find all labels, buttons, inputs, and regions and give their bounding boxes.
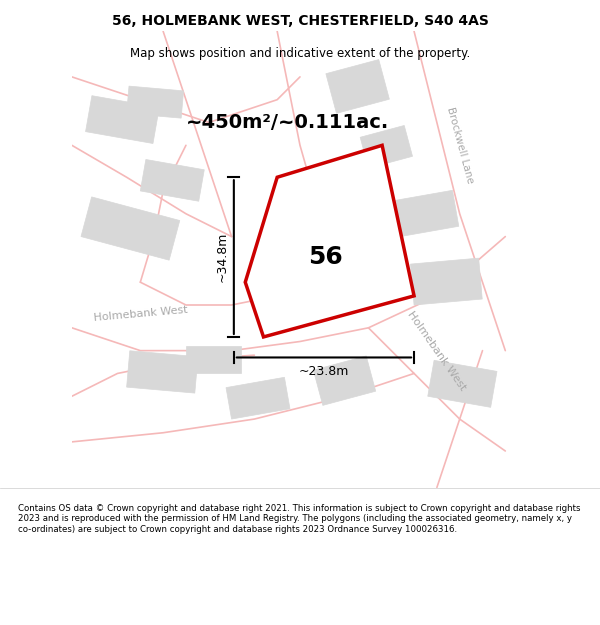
Bar [410,258,482,305]
Bar [313,356,376,406]
Text: Contains OS data © Crown copyright and database right 2021. This information is : Contains OS data © Crown copyright and d… [18,504,581,534]
Bar [394,191,459,236]
Text: ~34.8m: ~34.8m [216,232,229,282]
Text: Holmebank West: Holmebank West [406,309,468,392]
Bar [127,351,198,393]
Text: Holmebank West: Holmebank West [93,305,188,323]
Bar [186,346,241,373]
Text: 56, HOLMEBANK WEST, CHESTERFIELD, S40 4AS: 56, HOLMEBANK WEST, CHESTERFIELD, S40 4A… [112,14,488,28]
Bar [428,360,497,408]
Text: ~23.8m: ~23.8m [299,364,349,378]
Bar [140,159,204,201]
Bar [326,59,389,113]
Text: 56: 56 [308,244,343,269]
Polygon shape [282,214,382,305]
Bar [226,378,290,419]
Bar [127,86,184,118]
Bar [360,126,413,168]
Bar [81,197,180,260]
Bar [86,96,159,144]
Text: Map shows position and indicative extent of the property.: Map shows position and indicative extent… [130,48,470,61]
Text: ~450m²/~0.111ac.: ~450m²/~0.111ac. [186,113,389,132]
Text: Brockwell Lane: Brockwell Lane [445,106,475,184]
Polygon shape [245,145,414,337]
